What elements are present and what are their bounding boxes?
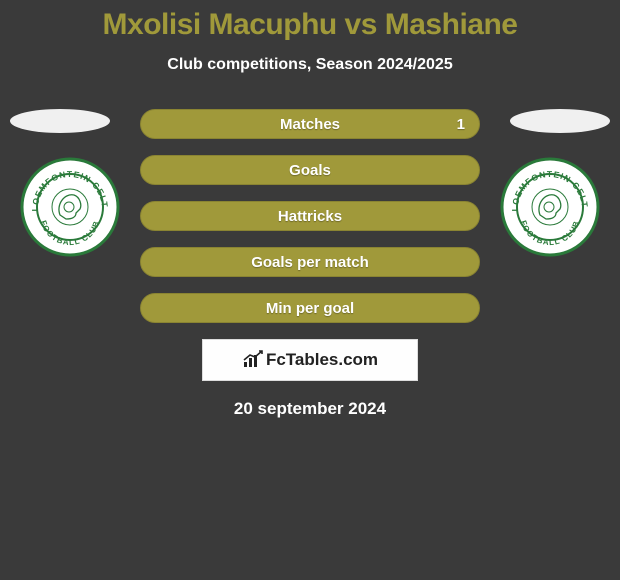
stat-row: Hattricks [140,201,480,231]
subtitle: Club competitions, Season 2024/2025 [0,56,620,74]
date-text: 20 september 2024 [0,399,620,419]
stat-value-right: 1 [457,116,465,133]
stat-row: Matches 1 [140,109,480,139]
brand-text: FcTables.com [266,350,378,370]
stat-label: Hattricks [278,208,342,225]
stat-label: Min per goal [266,300,354,317]
page-title: Mxolisi Macuphu vs Mashiane [0,0,620,42]
club-badge-left: BLOEMFONTEIN CELTIC FOOTBALL CLUB [20,157,120,257]
club-badge-right: BLOEMFONTEIN CELTIC FOOTBALL CLUB [500,157,600,257]
stat-label: Goals [289,162,331,179]
stat-row: Goals per match [140,247,480,277]
stat-label: Goals per match [251,254,369,271]
stat-row: Min per goal [140,293,480,323]
player-photo-right [510,109,610,133]
stat-label: Matches [280,116,340,133]
comparison-block: BLOEMFONTEIN CELTIC FOOTBALL CLUB BLOEMF… [0,109,620,419]
stat-rows: Matches 1 Goals Hattricks Goals per matc… [140,109,480,323]
brand-logo: FcTables.com [202,339,418,381]
stat-row: Goals [140,155,480,185]
player-photo-left [10,109,110,133]
chart-icon [242,350,264,373]
